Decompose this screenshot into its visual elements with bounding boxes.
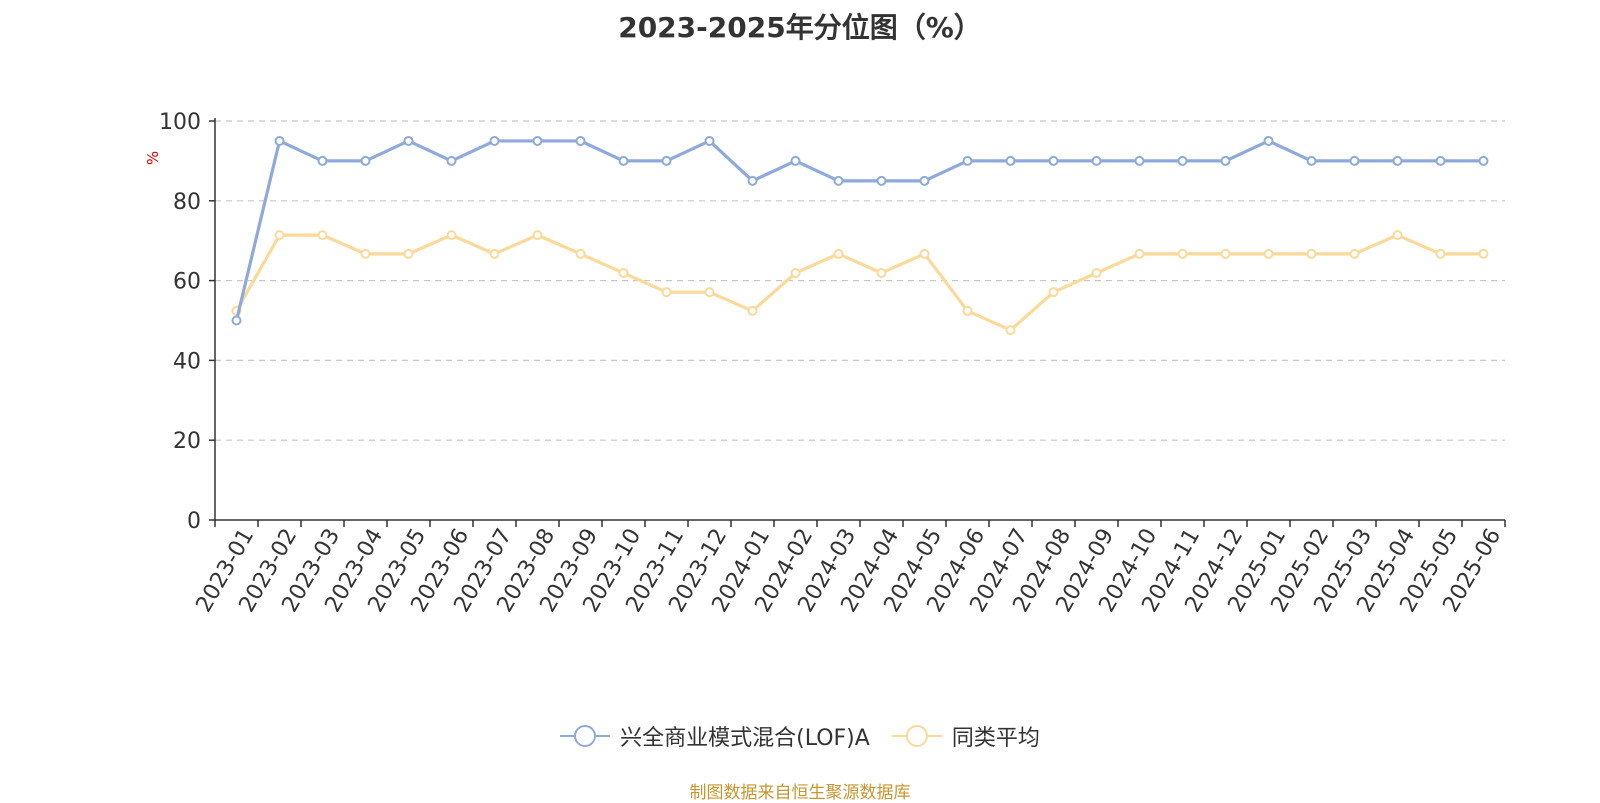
data-point: [790, 268, 801, 279]
data-point: [1392, 155, 1403, 166]
data-point: [575, 248, 586, 259]
data-point: [317, 155, 328, 166]
y-tick-label: 0: [187, 509, 201, 534]
data-point: [876, 268, 887, 279]
source-note: 制图数据来自恒生聚源数据库: [689, 783, 911, 803]
data-point: [1177, 248, 1188, 259]
data-point: [274, 135, 285, 146]
data-point: [1134, 155, 1145, 166]
data-point: [1005, 325, 1016, 336]
data-point: [1263, 248, 1274, 259]
axes: 020406080100%2023-012023-022023-032023-0…: [144, 110, 1506, 617]
data-point: [1349, 155, 1360, 166]
y-tick-label: 80: [173, 190, 201, 215]
data-point: [532, 230, 543, 241]
data-point: [919, 175, 930, 186]
y-tick-label: 40: [173, 349, 201, 374]
series-line: [234, 139, 1484, 321]
y-tick-label: 60: [173, 270, 201, 295]
data-point: [403, 135, 414, 146]
data-point: [833, 175, 844, 186]
data-point: [704, 287, 715, 298]
data-point: [231, 315, 242, 326]
legend: 兴全商业模式混合(LOF)A 同类平均: [0, 720, 1600, 752]
data-point: [704, 135, 715, 146]
line-chart: 020406080100%2023-012023-022023-032023-0…: [144, 110, 1506, 617]
data-point: [1177, 155, 1188, 166]
data-point: [962, 155, 973, 166]
data-point: [962, 305, 973, 316]
data-point: [1005, 155, 1016, 166]
data-point: [1091, 268, 1102, 279]
data-point: [1478, 155, 1489, 166]
y-tick-label: 100: [159, 110, 201, 135]
data-point: [618, 268, 629, 279]
data-point: [919, 248, 930, 259]
data-point: [747, 175, 758, 186]
y-tick-label: 20: [173, 429, 201, 454]
data-point: [661, 155, 672, 166]
y-axis-label: %: [144, 151, 162, 165]
data-point: [1306, 155, 1317, 166]
data-point: [790, 155, 801, 166]
data-point: [575, 135, 586, 146]
legend-item[interactable]: 同类平均: [891, 720, 1040, 752]
data-point: [489, 248, 500, 259]
data-point: [661, 287, 672, 298]
data-point: [317, 230, 328, 241]
data-point: [1392, 230, 1403, 241]
legend-label: 兴全商业模式混合(LOF)A: [620, 726, 870, 751]
legend-marker-icon: [891, 725, 942, 747]
legend-marker-icon: [560, 725, 611, 747]
data-point: [360, 248, 371, 259]
data-point: [1134, 248, 1145, 259]
legend-item[interactable]: 兴全商业模式混合(LOF)A: [560, 720, 870, 752]
data-point: [446, 155, 457, 166]
chart-title: 2023-2025年分位图（%）: [618, 11, 982, 44]
data-point: [1263, 135, 1274, 146]
grid-lines: [215, 120, 1505, 441]
data-point: [360, 155, 371, 166]
data-point: [1306, 248, 1317, 259]
data-point: [618, 155, 629, 166]
data-point: [1220, 155, 1231, 166]
data-point: [274, 230, 285, 241]
data-point: [747, 305, 758, 316]
data-point: [1091, 155, 1102, 166]
data-point: [1435, 155, 1446, 166]
data-point: [1349, 248, 1360, 259]
data-point: [532, 135, 543, 146]
data-point: [1048, 155, 1059, 166]
data-point: [1220, 248, 1231, 259]
data-point: [403, 248, 414, 259]
data-point: [1435, 248, 1446, 259]
series-line: [235, 233, 1484, 332]
data-point: [446, 230, 457, 241]
data-point: [489, 135, 500, 146]
data-point: [876, 175, 887, 186]
data-point: [833, 248, 844, 259]
series-layer: [231, 135, 1489, 336]
legend-label: 同类平均: [951, 726, 1040, 751]
data-point: [1048, 287, 1059, 298]
data-point: [1478, 248, 1489, 259]
